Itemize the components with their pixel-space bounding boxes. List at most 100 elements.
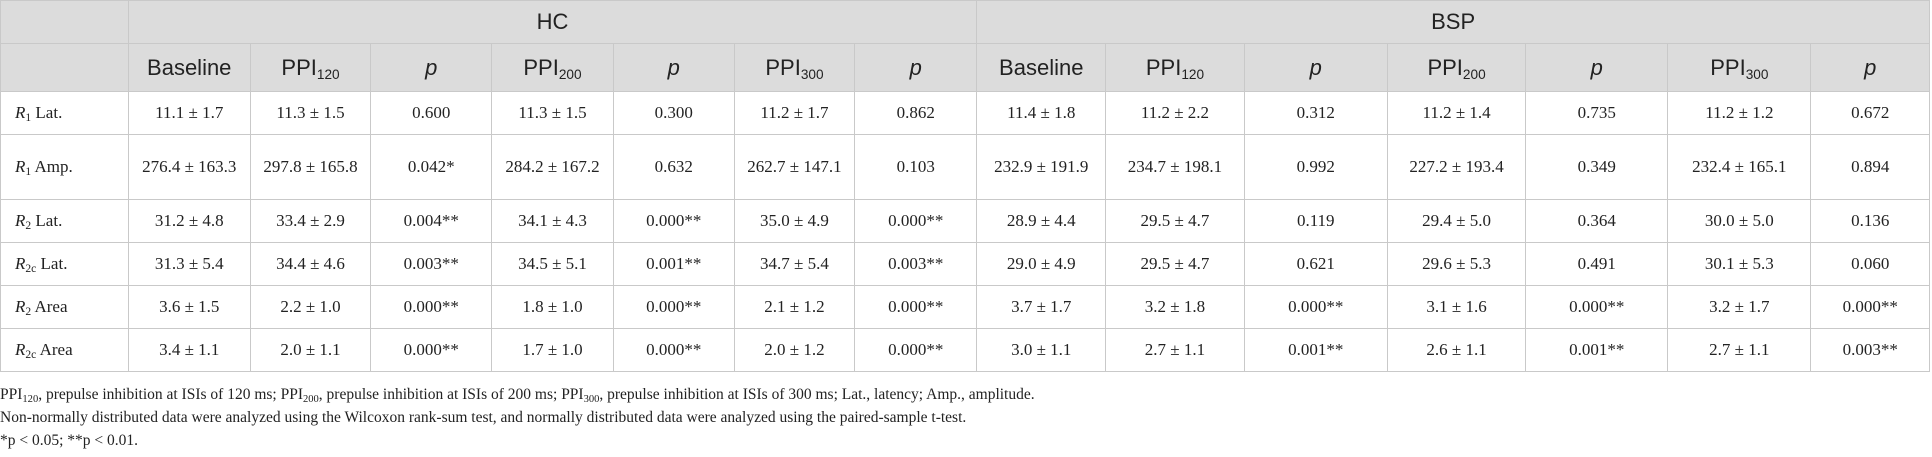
cell-hc-4: 0.000** (612, 328, 735, 372)
cell-hc-1: 34.4 ± 4.6 (249, 242, 372, 286)
table-row: R2c Area 3.4 ± 1.1 2.0 ± 1.1 0.000** 1.7 ± 1… (0, 328, 1930, 372)
group-header-hc: HC (127, 0, 978, 44)
footnote-definition: , prepulse inhibition at ISIs of 200 ms; (318, 386, 562, 403)
column-header-subscript: 200 (558, 66, 582, 82)
column-header-text: p (667, 54, 680, 80)
table-row: R1 Lat. 11.1 ± 1.7 11.3 ± 1.5 0.600 11.3 ± 1… (0, 91, 1930, 135)
table-footnotes: PPI120, prepulse inhibition at ISIs of 1… (0, 383, 1035, 452)
footnote-definition: , prepulse inhibition at ISIs of 120 ms; (38, 386, 281, 403)
row-label: R1 Amp. (0, 134, 129, 200)
column-header-bsp-1: PPI120 (1105, 43, 1245, 92)
cell-bsp-4: 0.364 (1525, 199, 1669, 243)
cell-hc-6: 0.003** (854, 242, 978, 286)
cell-bsp-3: 29.4 ± 5.0 (1386, 199, 1527, 243)
cell-bsp-2: 0.312 (1243, 91, 1388, 135)
cell-hc-2: 0.042* (370, 134, 493, 200)
cell-hc-2: 0.004** (370, 199, 493, 243)
footnote-definition: , prepulse inhibition at ISIs of 300 ms;… (599, 386, 1035, 403)
header-corner (0, 0, 129, 44)
column-header-subscript: 120 (1181, 66, 1205, 82)
cell-hc-1: 33.4 ± 2.9 (249, 199, 372, 243)
table-row: R1 Amp. 276.4 ± 163.3 297.8 ± 165.8 0.042* 2… (0, 134, 1930, 200)
cell-bsp-1: 29.5 ± 4.7 (1105, 199, 1245, 243)
row-label-text: Area (31, 297, 68, 316)
cell-hc-5: 262.7 ± 147.1 (733, 134, 856, 200)
row-label: R2 Lat. (0, 199, 129, 243)
cell-hc-5: 35.0 ± 4.9 (733, 199, 856, 243)
cell-hc-0: 3.4 ± 1.1 (127, 328, 251, 372)
column-header-text: PPI (1145, 54, 1182, 80)
cell-bsp-3: 227.2 ± 193.4 (1386, 134, 1527, 200)
row-label: R2c Lat. (0, 242, 129, 286)
cell-hc-4: 0.632 (612, 134, 735, 200)
cell-hc-3: 34.1 ± 4.3 (491, 199, 614, 243)
footnote-significance: *p < 0.05; **p < 0.01. (0, 432, 139, 449)
cell-bsp-1: 2.7 ± 1.1 (1105, 328, 1245, 372)
cell-hc-2: 0.600 (370, 91, 493, 135)
cell-bsp-5: 232.4 ± 165.1 (1667, 134, 1812, 200)
cell-hc-4: 0.300 (612, 91, 735, 135)
column-header-bsp-5: PPI300 (1667, 43, 1812, 92)
cell-bsp-6: 0.136 (1810, 199, 1930, 243)
cell-bsp-3: 2.6 ± 1.1 (1386, 328, 1527, 372)
group-header-bsp: BSP (976, 0, 1930, 44)
row-label-subscript: 2c (25, 262, 37, 276)
footnote-term-subscript: 200 (303, 393, 319, 405)
cell-hc-6: 0.000** (854, 199, 978, 243)
row-label-subscript: 1 (25, 165, 32, 179)
cell-hc-4: 0.000** (612, 285, 735, 329)
cell-hc-0: 31.2 ± 4.8 (127, 199, 251, 243)
cell-hc-5: 11.2 ± 1.7 (733, 91, 856, 135)
cell-hc-3: 34.5 ± 5.1 (491, 242, 614, 286)
column-header-text: p (909, 54, 922, 80)
row-label-symbol: R (15, 254, 26, 273)
cell-bsp-2: 0.992 (1243, 134, 1388, 200)
header-corner-2 (0, 43, 129, 92)
row-label-symbol: R (15, 211, 26, 230)
cell-hc-2: 0.000** (370, 328, 493, 372)
cell-bsp-6: 0.000** (1810, 285, 1930, 329)
cell-hc-1: 11.3 ± 1.5 (249, 91, 372, 135)
cell-bsp-0: 11.4 ± 1.8 (976, 91, 1107, 135)
cell-bsp-2: 0.000** (1243, 285, 1388, 329)
cell-bsp-5: 30.0 ± 5.0 (1667, 199, 1812, 243)
cell-bsp-3: 11.2 ± 1.4 (1386, 91, 1527, 135)
row-label-text: Area (36, 340, 73, 359)
table-body: R1 Lat. 11.1 ± 1.7 11.3 ± 1.5 0.600 11.3 ± 1… (0, 91, 1930, 372)
row-label-subscript: 2c (25, 348, 37, 362)
row-label-symbol: R (15, 103, 26, 122)
cell-bsp-5: 3.2 ± 1.7 (1667, 285, 1812, 329)
cell-hc-0: 11.1 ± 1.7 (127, 91, 251, 135)
column-header-text: PPI (1427, 54, 1463, 80)
column-header-text: p (1590, 54, 1603, 80)
cell-hc-0: 3.6 ± 1.5 (127, 285, 251, 329)
column-header-subscript: 120 (316, 66, 340, 82)
table-row: R2 Lat. 31.2 ± 4.8 33.4 ± 2.9 0.004** 34.1 ±… (0, 199, 1930, 243)
footnote-term: PPI (280, 386, 303, 403)
cell-bsp-3: 3.1 ± 1.6 (1386, 285, 1527, 329)
cell-hc-6: 0.862 (854, 91, 978, 135)
column-header-row: Baseline PPI120 p PPI200 p PPI300 p Baseline PPI… (0, 43, 1930, 92)
row-label-symbol: R (15, 297, 26, 316)
column-header-text: p (1864, 54, 1877, 80)
cell-bsp-3: 29.6 ± 5.3 (1386, 242, 1527, 286)
cell-bsp-4: 0.001** (1525, 328, 1669, 372)
footnote-term: PPI (561, 386, 584, 403)
cell-bsp-4: 0.491 (1525, 242, 1669, 286)
column-header-text: PPI (281, 54, 317, 80)
group-header-row: HC BSP (0, 0, 1930, 44)
cell-bsp-2: 0.621 (1243, 242, 1388, 286)
footnote-term: PPI (0, 386, 23, 403)
row-label-subscript: 1 (25, 111, 32, 125)
column-header-bsp-0: Baseline (976, 43, 1107, 92)
row-label-text: Lat. (36, 254, 68, 273)
row-label-symbol: R (15, 157, 26, 176)
cell-hc-0: 31.3 ± 5.4 (127, 242, 251, 286)
table-row: R2c Lat. 31.3 ± 5.4 34.4 ± 4.6 0.003** 34.5 … (0, 242, 1930, 286)
cell-bsp-0: 28.9 ± 4.4 (976, 199, 1107, 243)
row-label: R2c Area (0, 328, 129, 372)
cell-bsp-5: 2.7 ± 1.1 (1667, 328, 1812, 372)
column-header-bsp-2: p (1243, 43, 1388, 92)
row-label-text: Amp. (31, 157, 73, 176)
column-header-hc-2: p (370, 43, 493, 92)
